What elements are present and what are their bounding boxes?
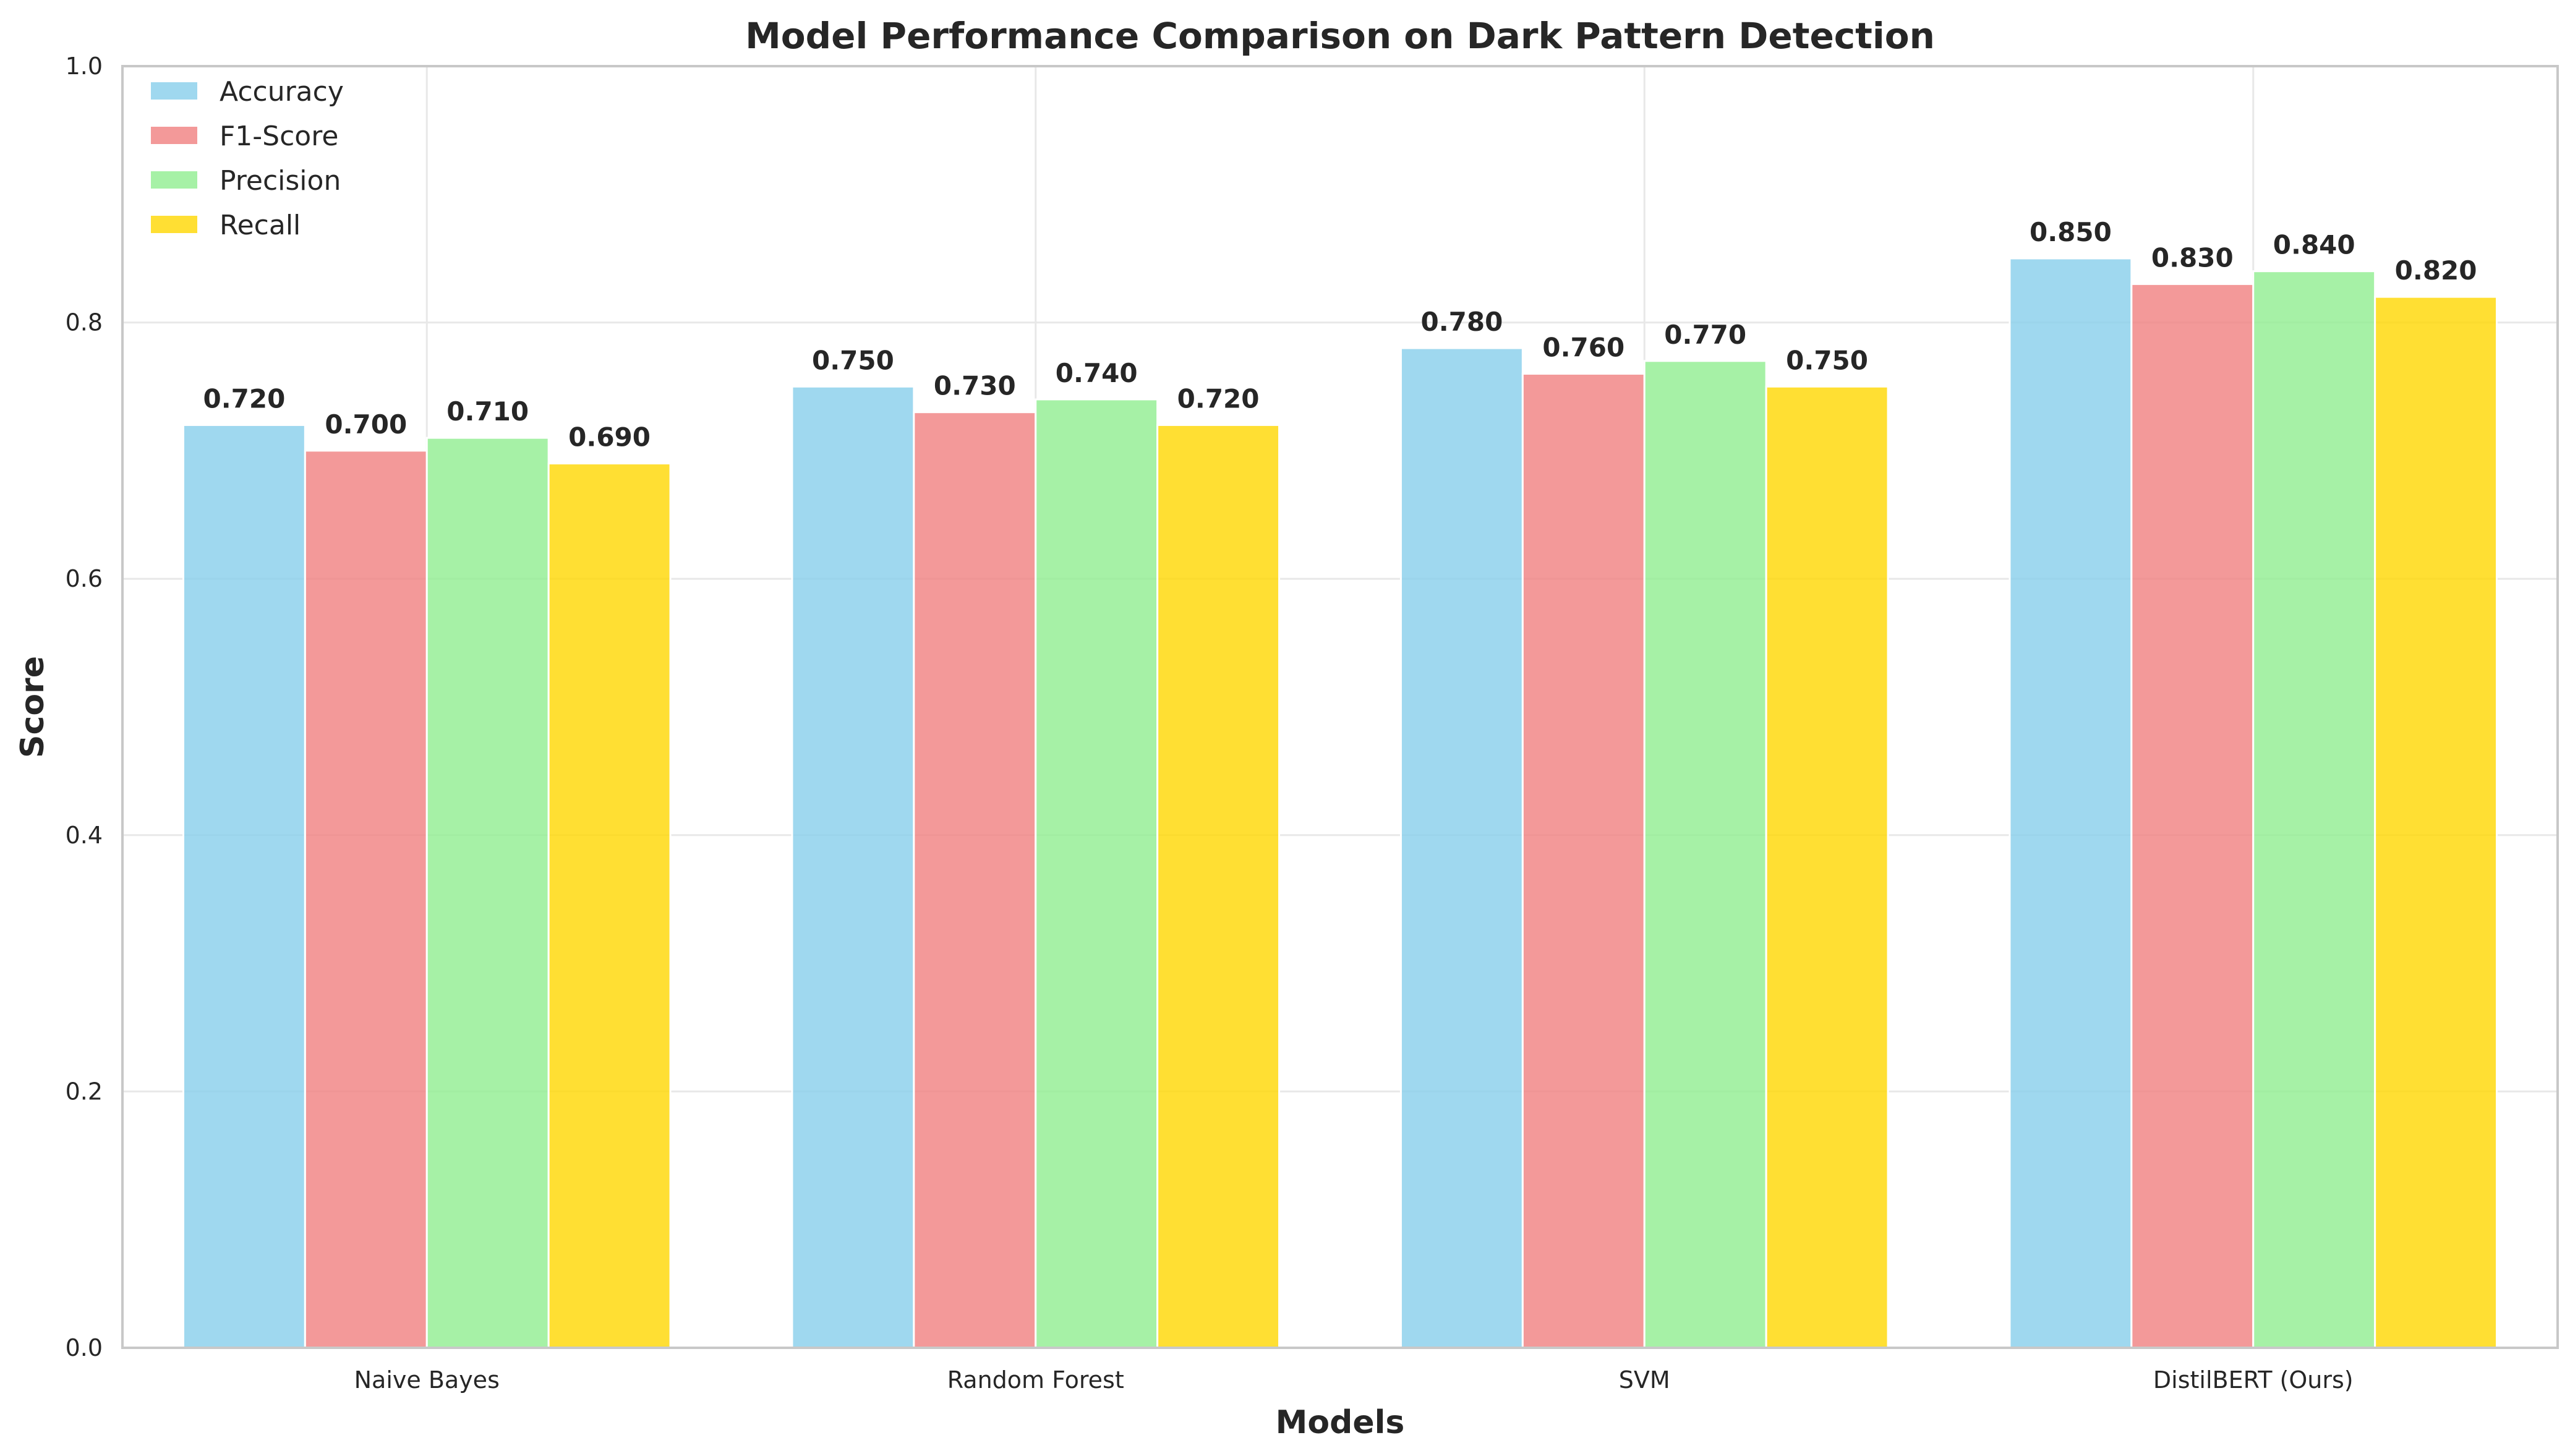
- data-label: 0.750: [812, 345, 894, 375]
- bar-precision: [425, 436, 550, 1349]
- x-tick-label: SVM: [1619, 1366, 1670, 1394]
- data-label: 0.780: [1420, 307, 1503, 337]
- x-tick-label: Naive Bayes: [354, 1366, 500, 1394]
- bar-f1-score: [304, 449, 428, 1349]
- legend-label: Precision: [220, 165, 341, 197]
- bar-f1-score: [913, 411, 1037, 1349]
- bar-recall: [1765, 385, 1889, 1349]
- data-label: 0.710: [446, 396, 529, 427]
- y-tick-label: 1.0: [66, 53, 103, 80]
- x-axis-title: Models: [1276, 1404, 1405, 1441]
- bar-f1-score: [1521, 373, 1646, 1349]
- data-label: 0.730: [934, 371, 1016, 401]
- x-tick-label: Random Forest: [947, 1366, 1124, 1394]
- data-label: 0.700: [325, 409, 407, 440]
- y-axis: 0.0 0.2 0.4 0.6 0.8 1.0: [66, 53, 103, 1361]
- bar-accuracy: [2009, 257, 2133, 1349]
- bar-precision: [1643, 360, 1767, 1349]
- data-label: 0.770: [1664, 320, 1746, 350]
- legend-swatch: [151, 127, 197, 144]
- bar-recall: [547, 462, 672, 1349]
- data-label: 0.820: [2395, 255, 2477, 286]
- data-labels: 0.720 0.750 0.780 0.850 0.700 0.730 0.760 0.830…: [203, 217, 2477, 453]
- bar-precision: [2252, 270, 2376, 1349]
- y-tick-label: 0.4: [66, 822, 103, 849]
- legend-swatch: [151, 171, 197, 189]
- bars: [182, 257, 2498, 1349]
- bar-recall: [1156, 424, 1281, 1349]
- y-tick-label: 0.8: [66, 309, 103, 336]
- bar-accuracy: [791, 385, 915, 1349]
- data-label: 0.760: [1542, 333, 1624, 363]
- legend: Accuracy F1-Score Precision Recall: [151, 76, 344, 241]
- bar-recall: [2374, 296, 2498, 1349]
- legend-label: Recall: [220, 210, 301, 241]
- x-tick-label: DistilBERT (Ours): [2153, 1366, 2354, 1394]
- y-axis-title: Score: [14, 656, 51, 758]
- y-tick-label: 0.0: [66, 1334, 103, 1361]
- bar-accuracy: [182, 424, 306, 1349]
- data-label: 0.850: [2030, 217, 2112, 247]
- chart-title: Model Performance Comparison on Dark Pat…: [745, 15, 1935, 57]
- legend-label: F1-Score: [220, 121, 338, 152]
- bar-accuracy: [1399, 347, 1524, 1349]
- x-axis: Naive Bayes Random Forest SVM DistilBERT (O…: [354, 1366, 2354, 1394]
- data-label: 0.720: [203, 383, 285, 414]
- plot-frame: [121, 65, 2559, 1349]
- data-label: 0.740: [1056, 358, 1138, 388]
- data-label: 0.840: [2273, 230, 2355, 260]
- bar-f1-score: [2130, 283, 2255, 1349]
- data-label: 0.720: [1177, 383, 1260, 414]
- legend-label: Accuracy: [220, 76, 344, 108]
- bar-precision: [1035, 398, 1159, 1349]
- legend-swatch: [151, 82, 197, 100]
- data-label: 0.830: [2151, 242, 2234, 273]
- data-label: 0.750: [1786, 345, 1868, 375]
- y-tick-label: 0.6: [66, 565, 103, 592]
- legend-swatch: [151, 216, 197, 233]
- y-tick-label: 0.2: [66, 1078, 103, 1105]
- data-label: 0.690: [568, 422, 651, 453]
